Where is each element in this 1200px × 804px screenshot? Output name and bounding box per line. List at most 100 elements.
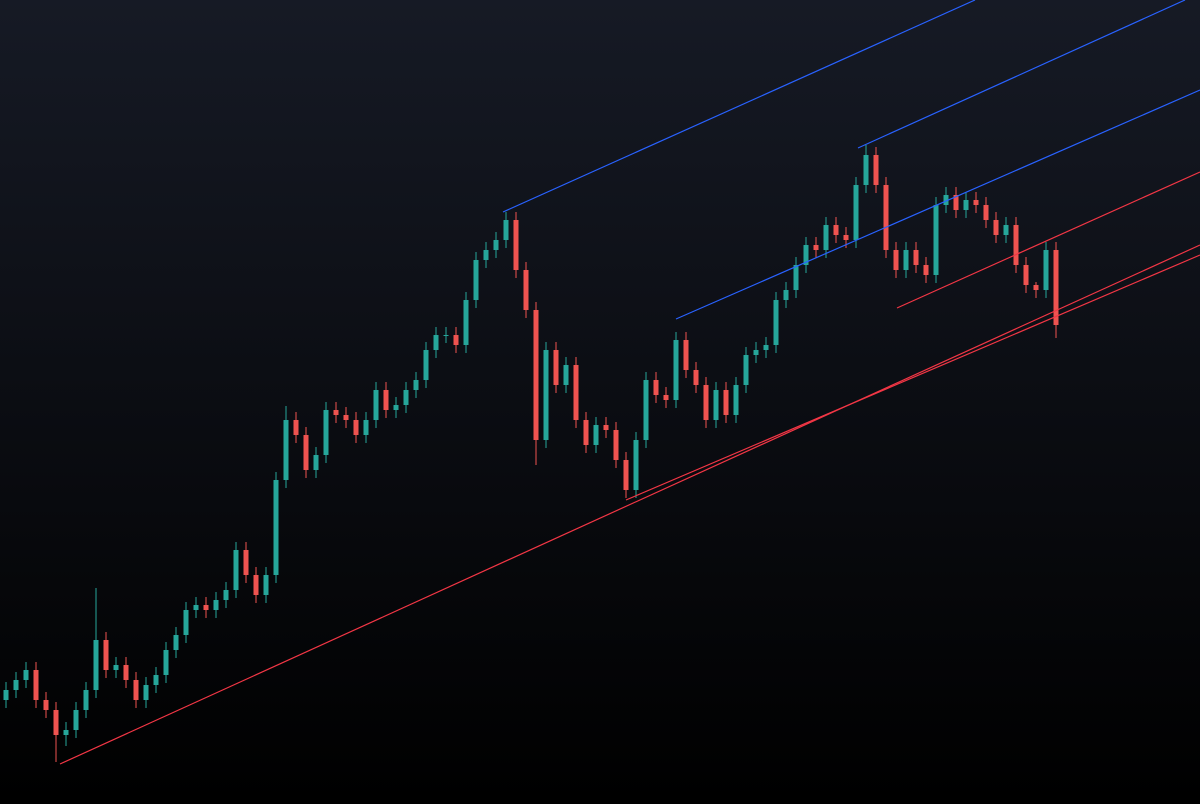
candle-body: [223, 590, 229, 600]
candle-body: [23, 670, 29, 680]
candle-body: [313, 455, 319, 470]
candle-body: [673, 340, 679, 400]
candle-body: [553, 350, 559, 385]
candle-body: [683, 340, 689, 370]
candle-body: [803, 245, 809, 265]
candle-body: [873, 155, 879, 185]
candle-body: [1013, 225, 1019, 265]
candle-body: [213, 600, 219, 610]
candle-body: [323, 410, 329, 455]
candle-body: [603, 425, 609, 430]
candle-body: [1053, 250, 1059, 325]
candle-body: [853, 185, 859, 240]
trendline: [59, 244, 1200, 765]
candle-body: [813, 245, 819, 250]
candle-body: [643, 380, 649, 440]
candle-body: [973, 200, 979, 205]
candle-body: [913, 250, 919, 265]
candle-body: [283, 420, 289, 480]
candle-body: [1033, 285, 1039, 290]
candle-body: [33, 670, 39, 700]
candle-body: [183, 610, 189, 635]
candle-body: [763, 345, 769, 350]
candle-body: [503, 220, 509, 240]
candle-body: [703, 385, 709, 420]
candle-body: [423, 350, 429, 380]
candle-body: [573, 365, 579, 420]
candle-body: [663, 395, 669, 400]
candle-body: [203, 605, 209, 610]
candle-body: [733, 385, 739, 415]
candle-body: [893, 250, 899, 270]
candle-body: [143, 685, 149, 700]
candle-body: [133, 680, 139, 700]
candle-body: [193, 605, 199, 610]
candle-body: [723, 390, 729, 415]
candle-body: [983, 205, 989, 220]
candle-body: [833, 225, 839, 235]
candle-body: [13, 680, 19, 690]
candle-body: [63, 730, 69, 735]
candle-body: [543, 350, 549, 440]
candle-body: [113, 665, 119, 670]
candle-body: [923, 265, 929, 275]
candle-body: [73, 710, 79, 730]
candle-body: [513, 220, 519, 270]
candle-body: [693, 370, 699, 385]
candle-body: [933, 205, 939, 275]
candle-body: [103, 640, 109, 670]
candle-body: [243, 550, 249, 575]
trendline: [896, 171, 1200, 309]
candle-body: [613, 430, 619, 460]
candle-body: [713, 390, 719, 420]
candle-body: [453, 335, 459, 345]
candle-body: [783, 290, 789, 300]
trendline: [857, 0, 1186, 149]
candle-body: [533, 310, 539, 440]
candle-body: [473, 260, 479, 300]
candle-body: [93, 640, 99, 690]
candle-body: [1043, 250, 1049, 290]
candle-body: [773, 300, 779, 345]
candle-body: [273, 480, 279, 575]
candle-body: [943, 195, 949, 205]
candle-body: [753, 350, 759, 355]
candle-body: [253, 575, 259, 595]
candle-body: [563, 365, 569, 385]
candle-body: [463, 300, 469, 345]
candle-body: [413, 380, 419, 390]
candle-body: [263, 575, 269, 595]
candle-body: [383, 390, 389, 410]
candle-body: [233, 550, 239, 590]
candle-body: [623, 460, 629, 490]
candle-body: [83, 690, 89, 710]
candle-body: [173, 635, 179, 650]
candle-body: [953, 195, 959, 210]
candle-body: [163, 650, 169, 675]
candle-body: [373, 390, 379, 420]
candle-body: [993, 220, 999, 235]
candle-body: [403, 390, 409, 405]
candle-body: [303, 435, 309, 470]
candle-body: [123, 665, 129, 680]
candle-body: [1003, 225, 1009, 235]
candle-body: [743, 355, 749, 385]
trendline: [625, 254, 1200, 501]
candle-body: [583, 420, 589, 445]
candle-body: [333, 410, 339, 415]
candle-body: [1023, 265, 1029, 285]
candle-body: [433, 335, 439, 350]
candle-body: [363, 420, 369, 435]
candle-body: [523, 270, 529, 310]
candle-body: [293, 420, 299, 435]
candle-body: [863, 155, 869, 185]
candle-body: [43, 700, 49, 710]
trendline: [675, 89, 1200, 320]
candle-body: [653, 380, 659, 395]
candle-body: [343, 415, 349, 420]
candle-body: [793, 265, 799, 290]
candle-body: [53, 710, 59, 735]
candle-body: [3, 690, 9, 700]
